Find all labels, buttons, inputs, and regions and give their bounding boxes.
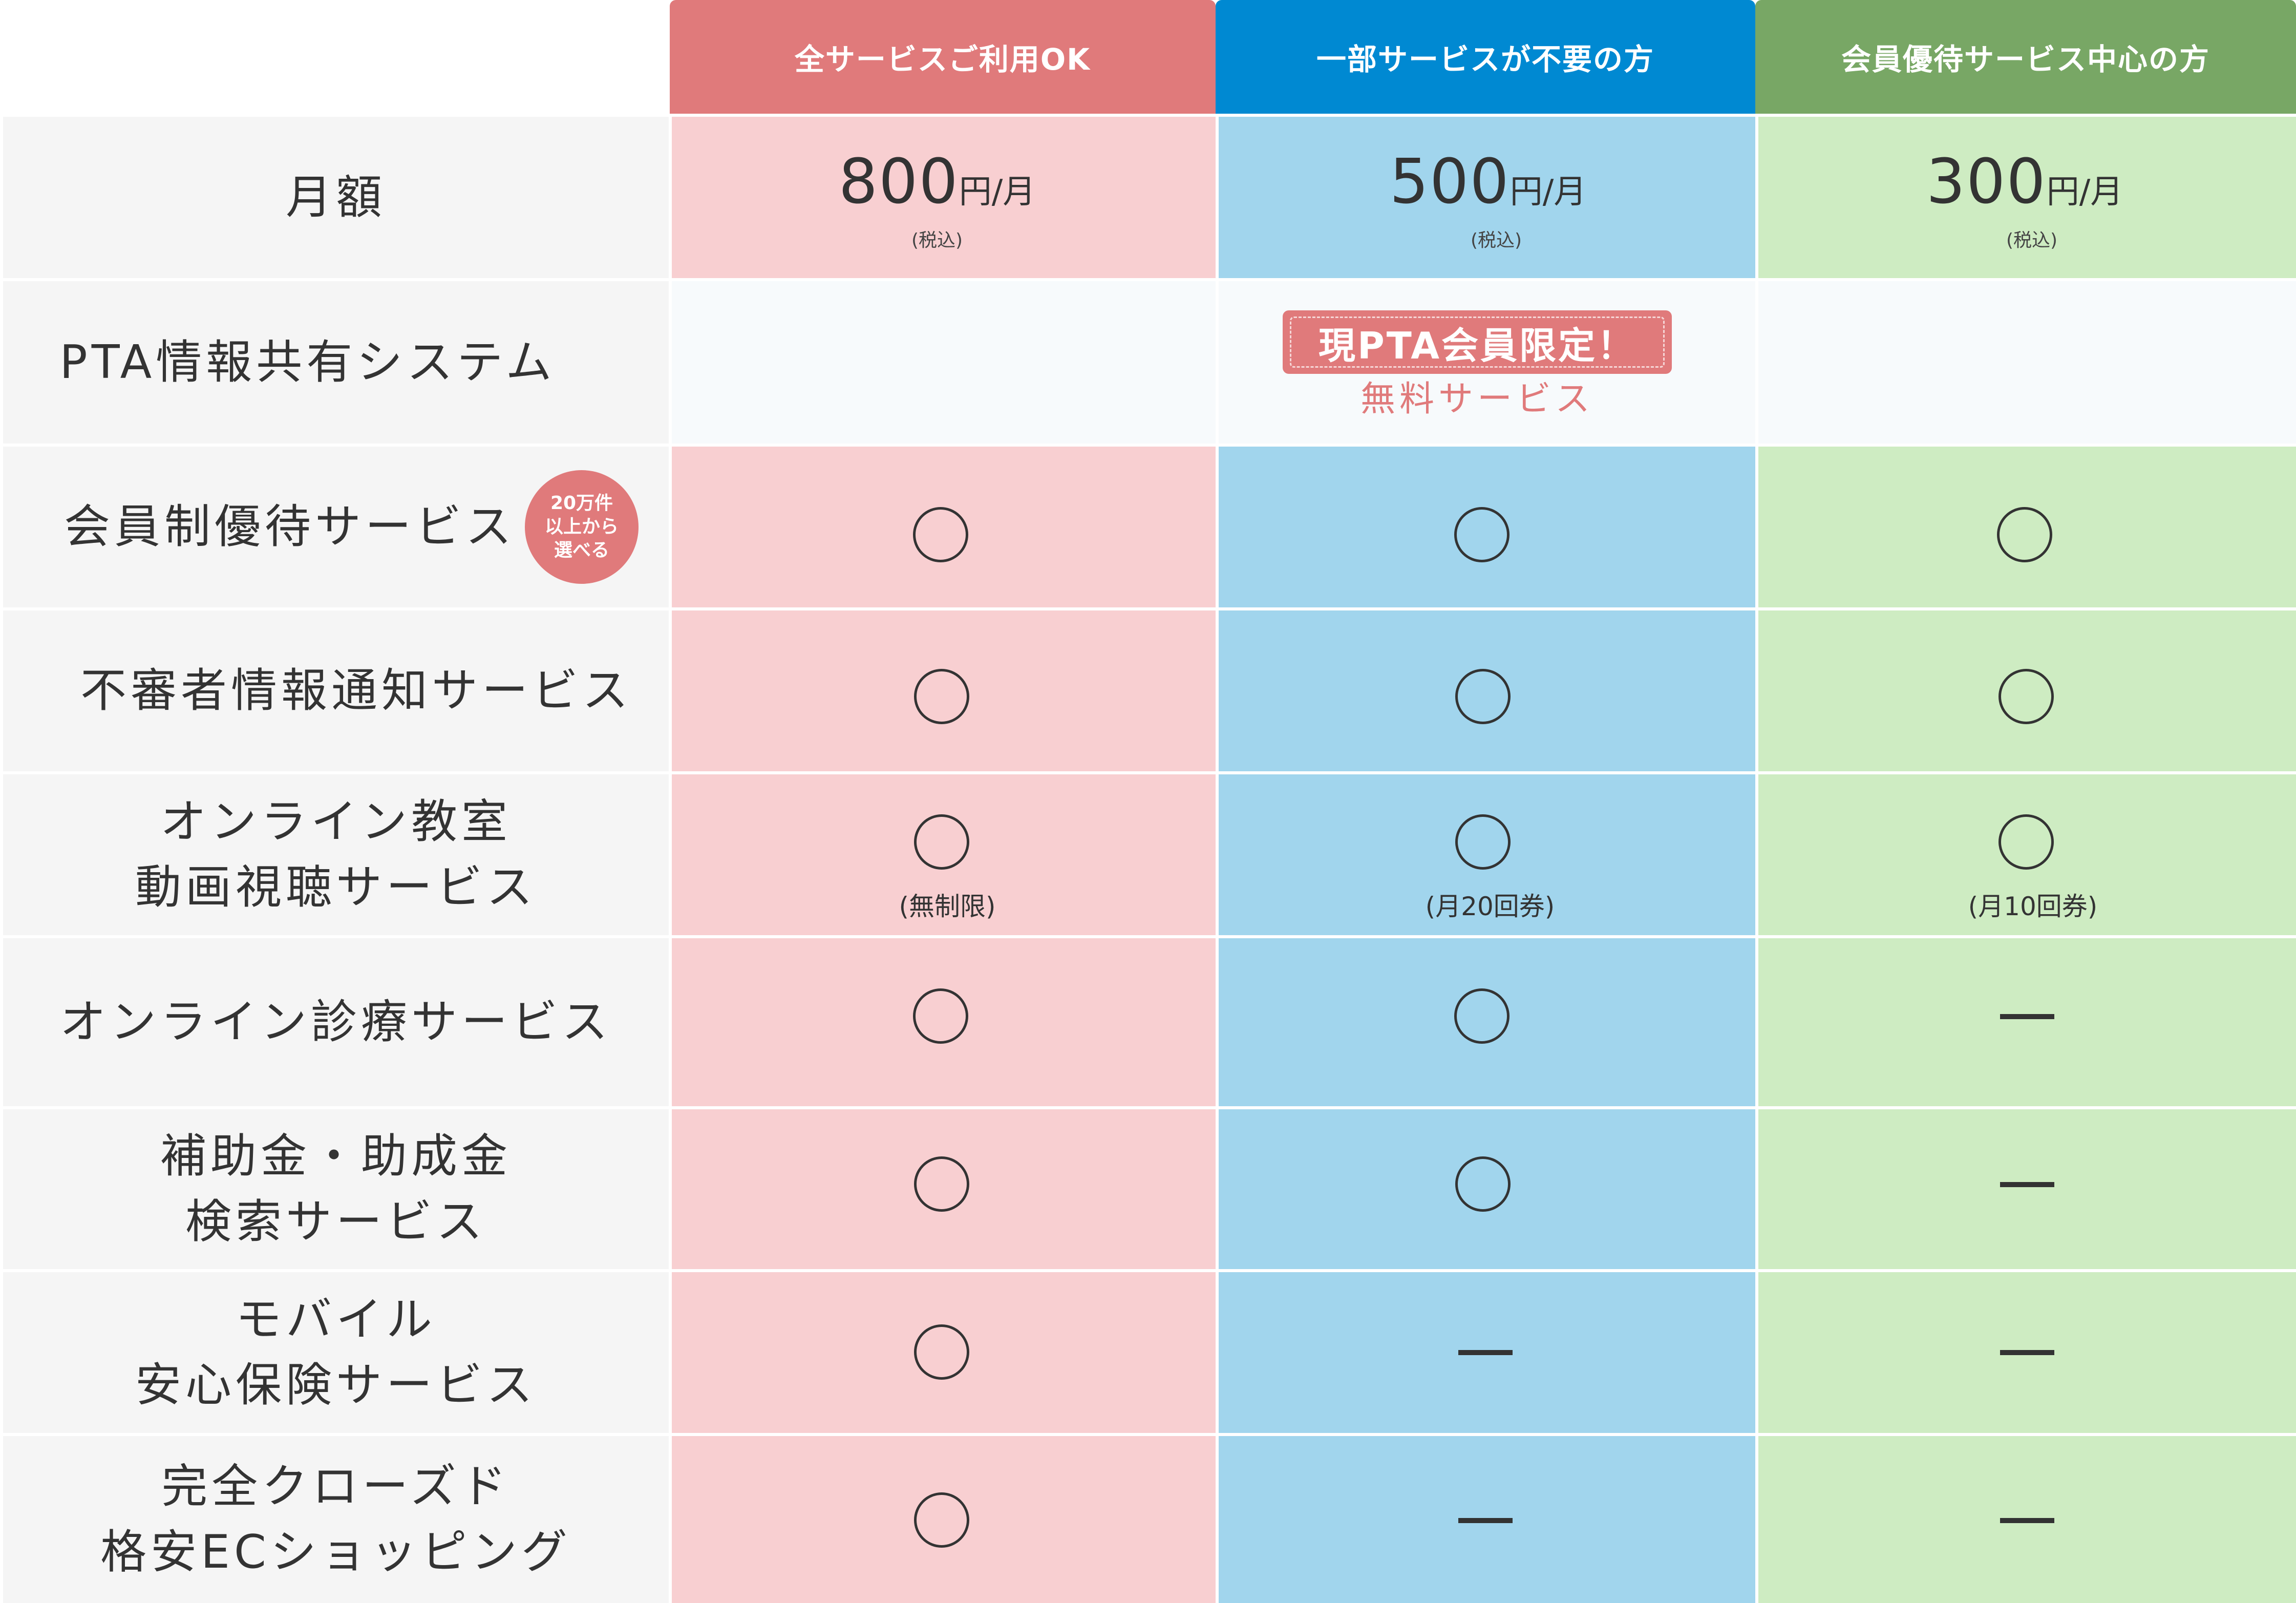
available-icon	[1997, 507, 2052, 562]
row-label-mobile: モバイル 安心保険サービス	[3, 1272, 669, 1433]
pta-badge-dashed-border	[1290, 317, 1665, 368]
row-label-suspicious-text: 不審者情報通知サービス	[80, 664, 632, 718]
row-divider	[3, 278, 2296, 281]
row-label-online-medical: オンライン診療サービス	[3, 938, 669, 1106]
badge-line: 以上から	[544, 516, 619, 537]
row-label-line: 完全クローズド	[161, 1460, 511, 1513]
available-icon	[914, 814, 969, 870]
label-column	[3, 117, 669, 1603]
available-icon	[914, 1156, 969, 1212]
plan-header-benefits: 会員優待サービス中心の方	[1755, 0, 2296, 114]
row-divider	[3, 935, 2296, 938]
badge-line: 20万件	[550, 493, 613, 514]
row-label-line: モバイル	[236, 1293, 436, 1346]
plan-header-full-label: 全サービスご利用OK	[794, 42, 1091, 77]
price-full: 800円/月	[783, 146, 1091, 218]
unavailable-dash-icon	[1458, 1350, 1513, 1355]
row-label-online-class: オンライン教室 動画視聴サービス	[3, 774, 669, 935]
row-label-ec: 完全クローズド 格安ECショッピング	[3, 1436, 669, 1603]
row-divider	[3, 1433, 2296, 1436]
price-partial-number: 500	[1389, 146, 1510, 218]
row-label-online-medical-text: オンライン診療サービス	[60, 995, 612, 1049]
column-divider	[1216, 117, 1219, 1603]
available-icon	[1454, 507, 1510, 562]
row-label-line: 動画視聴サービス	[135, 860, 537, 914]
row-divider	[3, 1106, 2296, 1109]
pta-members-only-badge: 現PTA会員限定！	[1283, 310, 1672, 374]
column-divider	[669, 117, 672, 1603]
row-label-monthly: 月額	[3, 117, 669, 278]
tax-benefits: (税込)	[2006, 230, 2058, 251]
member-count-badge: 20万件 以上から 選べる	[525, 470, 639, 584]
available-icon	[1455, 669, 1511, 724]
available-icon	[1455, 814, 1511, 870]
available-icon	[1999, 669, 2054, 724]
pta-free-service-text: 無料サービス	[1360, 379, 1594, 419]
note-benefits-10: (月10回券)	[1968, 892, 2098, 921]
row-label-line: 格安ECショッピング	[100, 1525, 571, 1579]
unavailable-dash-icon	[2000, 1182, 2054, 1187]
row-label-line: 補助金・助成金	[160, 1129, 512, 1183]
unavailable-dash-icon	[2000, 1350, 2054, 1355]
row-label-pta-text: PTA情報共有システム	[59, 335, 556, 389]
note-full-unlimited: (無制限)	[899, 892, 996, 921]
price-benefits: 300円/月	[1871, 146, 2178, 218]
row-label-line: オンライン教室	[160, 795, 512, 849]
row-divider	[3, 607, 2296, 610]
available-icon	[1999, 814, 2054, 870]
unavailable-dash-icon	[1458, 1518, 1513, 1523]
unavailable-dash-icon	[2000, 1014, 2054, 1019]
row-label-suspicious: 不審者情報通知サービス	[3, 610, 669, 771]
available-icon	[913, 507, 968, 562]
pta-badge-text: 現PTA会員限定！	[1318, 324, 1636, 367]
column-divider	[1755, 117, 1758, 1603]
tax-full: (税込)	[911, 230, 963, 251]
row-label-member-text: 会員制優待サービス	[64, 500, 516, 554]
price-full-number: 800	[838, 146, 959, 218]
available-icon	[1454, 988, 1510, 1044]
price-partial: 500円/月	[1334, 146, 1642, 218]
note-partial-20: (月20回券)	[1425, 892, 1555, 921]
row-label-line: 安心保険サービス	[135, 1358, 537, 1412]
available-icon	[914, 669, 969, 724]
row-label-monthly-text: 月額	[286, 170, 386, 224]
row-label-member: 会員制優待サービス	[3, 447, 669, 607]
available-icon	[914, 1324, 969, 1380]
plan-header-partial-label: 一部サービスが不要の方	[1316, 42, 1654, 77]
available-icon	[913, 988, 968, 1044]
price-benefits-number: 300	[1926, 146, 2047, 218]
row-divider	[3, 771, 2296, 774]
tax-partial: (税込)	[1470, 230, 1522, 251]
unavailable-dash-icon	[2000, 1518, 2054, 1523]
price-benefits-unit: 円/月	[2046, 173, 2123, 211]
available-icon	[1455, 1156, 1511, 1212]
plan-header-benefits-label: 会員優待サービス中心の方	[1841, 42, 2210, 77]
price-full-unit: 円/月	[959, 173, 1036, 211]
row-divider	[3, 1269, 2296, 1272]
row-divider	[3, 444, 2296, 447]
badge-line: 選べる	[554, 540, 609, 561]
available-icon	[914, 1492, 969, 1548]
row-label-line: 検索サービス	[185, 1195, 486, 1249]
price-partial-unit: 円/月	[1510, 173, 1587, 211]
plan-header-partial: 一部サービスが不要の方	[1216, 0, 1755, 114]
plan-header-full: 全サービスご利用OK	[670, 0, 1216, 114]
row-label-subsidy: 補助金・助成金 検索サービス	[3, 1109, 669, 1269]
row-label-pta: PTA情報共有システム	[3, 281, 669, 444]
